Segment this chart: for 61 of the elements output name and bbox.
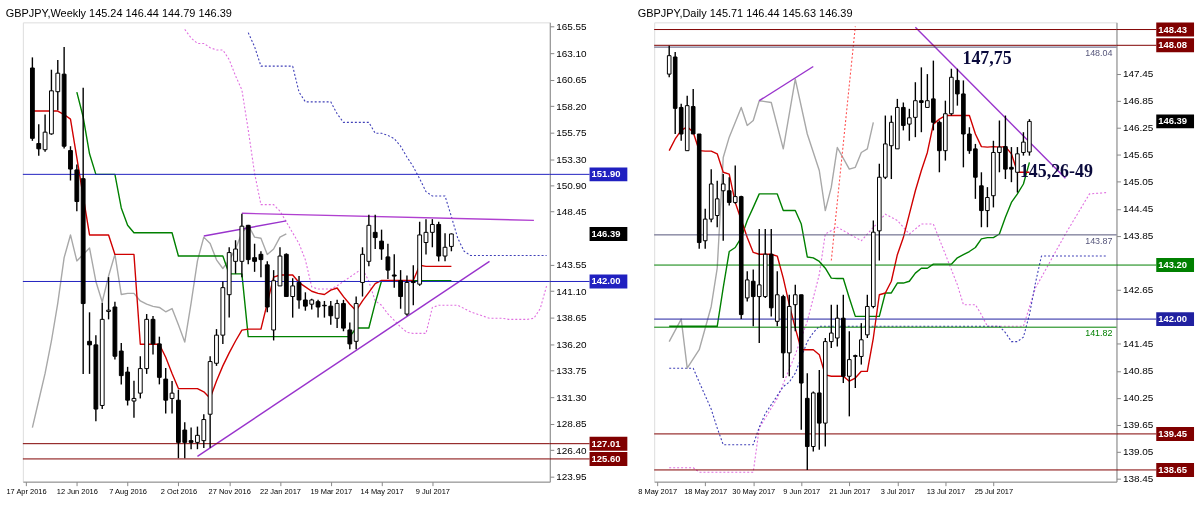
- y-tick-label: 131.30: [556, 391, 588, 403]
- ref-line-label: 143.87: [1085, 235, 1113, 246]
- y-tick-label: 136.20: [556, 338, 588, 350]
- y-tick-label: 140.85: [1122, 365, 1154, 377]
- y-tick-label: 158.20: [556, 100, 588, 112]
- y-tick-label: 145.65: [1122, 149, 1154, 161]
- text: 146.39: [591, 227, 621, 239]
- candlestick: [391, 253, 397, 289]
- y-tick-label: 128.85: [556, 418, 588, 430]
- chart-title: GBPJPY,Daily 145.71 146.44 145.63 146.39: [637, 7, 853, 20]
- candlestick: [36, 123, 42, 157]
- chart-title: GBPJPY,Weekly 145.24 146.44 144.79 146.39: [5, 6, 232, 19]
- ref-line-label: 138.65: [1158, 463, 1188, 475]
- y-tick-label: 126.40: [556, 444, 588, 456]
- y-tick-label: 147.45: [1122, 68, 1154, 80]
- y-tick-label: 146.25: [1122, 122, 1154, 134]
- line-series: [31, 224, 288, 429]
- y-tick-label: 141.10: [556, 285, 588, 297]
- y-tick-label: 133.75: [556, 365, 588, 377]
- ref-line-label: 148.43: [1158, 23, 1188, 35]
- line-series: [184, 28, 548, 334]
- y-tick-label: 163.10: [556, 47, 588, 59]
- ref-line-label: 125.60: [591, 452, 621, 464]
- candlestick: [347, 321, 353, 350]
- ref-line-label: 142.00: [1158, 313, 1188, 325]
- text: 146.39: [1158, 115, 1188, 127]
- y-tick-label: 150.90: [556, 179, 588, 191]
- ref-line-label: 139.45: [1158, 427, 1188, 439]
- candlestick: [385, 243, 391, 280]
- ref-line-label: 151.90: [591, 168, 621, 180]
- y-tick-label: 139.05: [1122, 446, 1154, 458]
- line-series: [668, 78, 875, 369]
- y-tick-label: 138.45: [1122, 473, 1154, 485]
- ref-line-label: 141.82: [1085, 328, 1113, 339]
- ref-line-label: 148.04: [1085, 48, 1113, 59]
- y-tick-label: 153.30: [556, 153, 588, 165]
- ref-line-label: 148.08: [1158, 39, 1188, 51]
- y-tick-label: 148.45: [556, 206, 588, 218]
- y-tick-label: 144.45: [1122, 203, 1154, 215]
- ref-line-label: 143.20: [1158, 259, 1188, 271]
- ref-line-label: 127.01: [591, 437, 621, 449]
- line-series: [247, 32, 548, 257]
- candlestick: [163, 367, 169, 415]
- y-tick-label: 138.65: [556, 312, 588, 324]
- y-tick-label: 142.65: [1122, 284, 1154, 296]
- candlestick: [169, 380, 175, 415]
- y-tick-label: 141.45: [1122, 338, 1154, 350]
- y-tick-label: 146.85: [1122, 95, 1154, 107]
- y-tick-label: 123.95: [556, 471, 588, 483]
- y-tick-label: 143.85: [1122, 230, 1154, 242]
- y-tick-label: 155.75: [556, 127, 588, 139]
- y-tick-label: 165.55: [556, 21, 588, 33]
- y-tick-label: 140.25: [1122, 392, 1154, 404]
- candlestick: [379, 228, 384, 261]
- y-tick-label: 145.05: [1122, 176, 1154, 188]
- ref-line-label: 142.00: [591, 275, 621, 287]
- y-tick-label: 139.65: [1122, 419, 1154, 431]
- y-tick-label: 160.65: [556, 74, 588, 86]
- annotation: 147,75: [962, 48, 1012, 69]
- y-tick-label: 143.55: [556, 259, 588, 271]
- candlestick: [372, 214, 378, 250]
